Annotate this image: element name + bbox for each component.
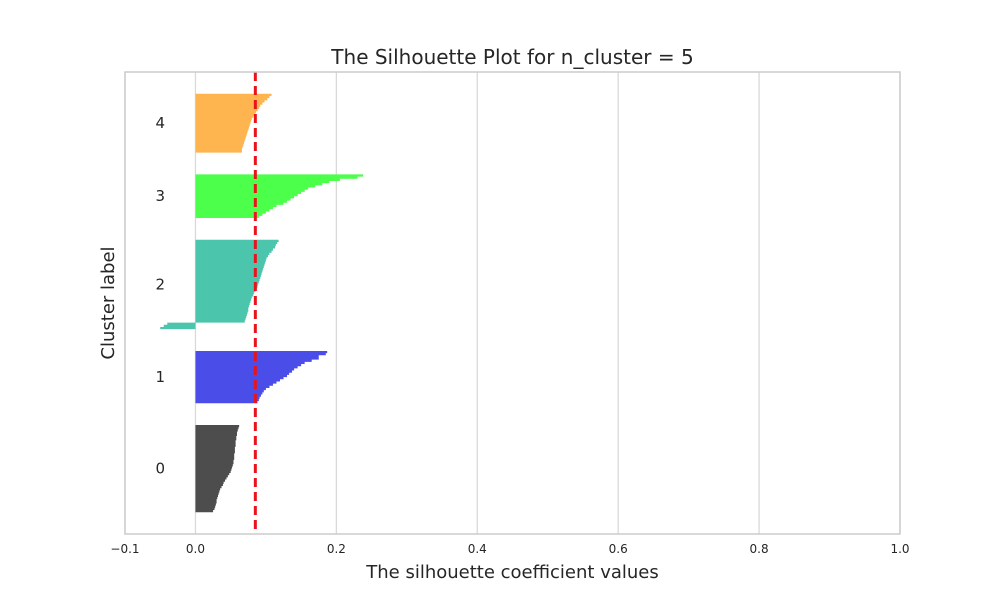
x-tick-labels: −0.1 0.0 0.2 0.4 0.6 0.8 1.0 (110, 542, 909, 556)
x-tick-label: 0.4 (468, 542, 487, 556)
x-tick-label: 0.2 (327, 542, 346, 556)
cluster-labels: 0 1 2 3 4 (155, 114, 165, 477)
x-axis-label: The silhouette coefficient values (365, 562, 658, 583)
y-axis-label: Cluster label (98, 246, 119, 359)
chart-title: The Silhouette Plot for n_cluster = 5 (330, 45, 693, 69)
silhouette-cluster-4 (195, 93, 272, 153)
cluster-label: 1 (155, 368, 165, 386)
silhouette-cluster-0 (195, 425, 240, 513)
x-tick-label: −0.1 (110, 542, 139, 556)
cluster-label: 3 (155, 187, 165, 205)
silhouette-bars (160, 93, 364, 513)
plot-frame (124, 71, 901, 535)
silhouette-cluster-3 (195, 174, 364, 219)
x-tick-label: 0.6 (609, 542, 628, 556)
silhouette-cluster-2 (160, 239, 279, 330)
cluster-label: 2 (155, 275, 165, 293)
x-tick-label: 0.8 (750, 542, 769, 556)
x-tick-label: 0.0 (186, 542, 205, 556)
x-tick-label: 1.0 (890, 542, 909, 556)
cluster-label: 4 (155, 114, 165, 132)
cluster-label: 0 (155, 460, 165, 478)
silhouette-cluster-1 (195, 350, 328, 404)
